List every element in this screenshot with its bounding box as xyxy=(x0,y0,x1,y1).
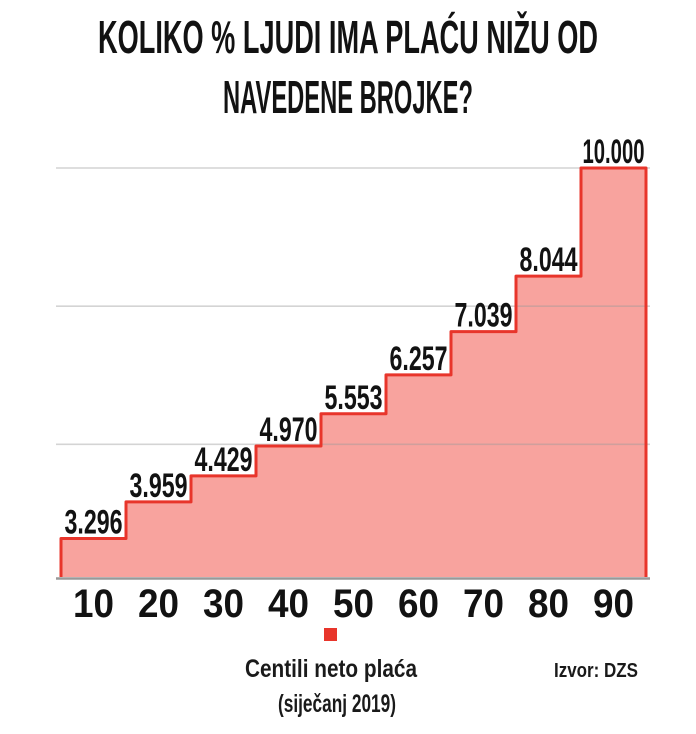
step-area-fill xyxy=(61,168,646,577)
x-axis-caption-line2: (siječanj 2019) xyxy=(278,690,396,718)
value-label-50: 5.553 xyxy=(325,379,383,417)
value-label-30: 4.429 xyxy=(195,441,253,479)
x-tick-label-10: 10 xyxy=(73,582,114,626)
chart-title-line1: KOLIKO % LJUDI IMA PLAĆU NIŽU OD xyxy=(98,11,598,63)
value-label-40: 4.970 xyxy=(260,411,318,449)
step-outline xyxy=(59,166,648,577)
value-label-70: 7.039 xyxy=(455,297,513,335)
x-tick-label-80: 80 xyxy=(528,582,569,626)
plot-area: 3.296 10 3.959 20 4.429 30 4.970 40 5.553 50 6.257… xyxy=(56,133,650,626)
x-tick-label-90: 90 xyxy=(593,582,634,626)
source-label: Izvor: DZS xyxy=(554,660,638,682)
value-label-20: 3.959 xyxy=(130,467,188,505)
x-tick-label-50: 50 xyxy=(333,582,374,626)
x-axis-caption-line1: Centili neto plaća xyxy=(245,655,418,683)
x-tick-label-30: 30 xyxy=(203,582,244,626)
chart-title-line2: NAVEDENE BROJKE? xyxy=(223,71,473,123)
value-label-90: 10.000 xyxy=(583,133,645,171)
x-tick-label-40: 40 xyxy=(268,582,309,626)
x-tick-label-70: 70 xyxy=(463,582,504,626)
x-tick-label-60: 60 xyxy=(398,582,439,626)
legend-marker xyxy=(324,628,337,641)
value-label-10: 3.296 xyxy=(65,504,123,542)
value-label-60: 6.257 xyxy=(390,340,448,378)
x-tick-label-20: 20 xyxy=(138,582,179,626)
value-label-80: 8.044 xyxy=(520,241,578,279)
